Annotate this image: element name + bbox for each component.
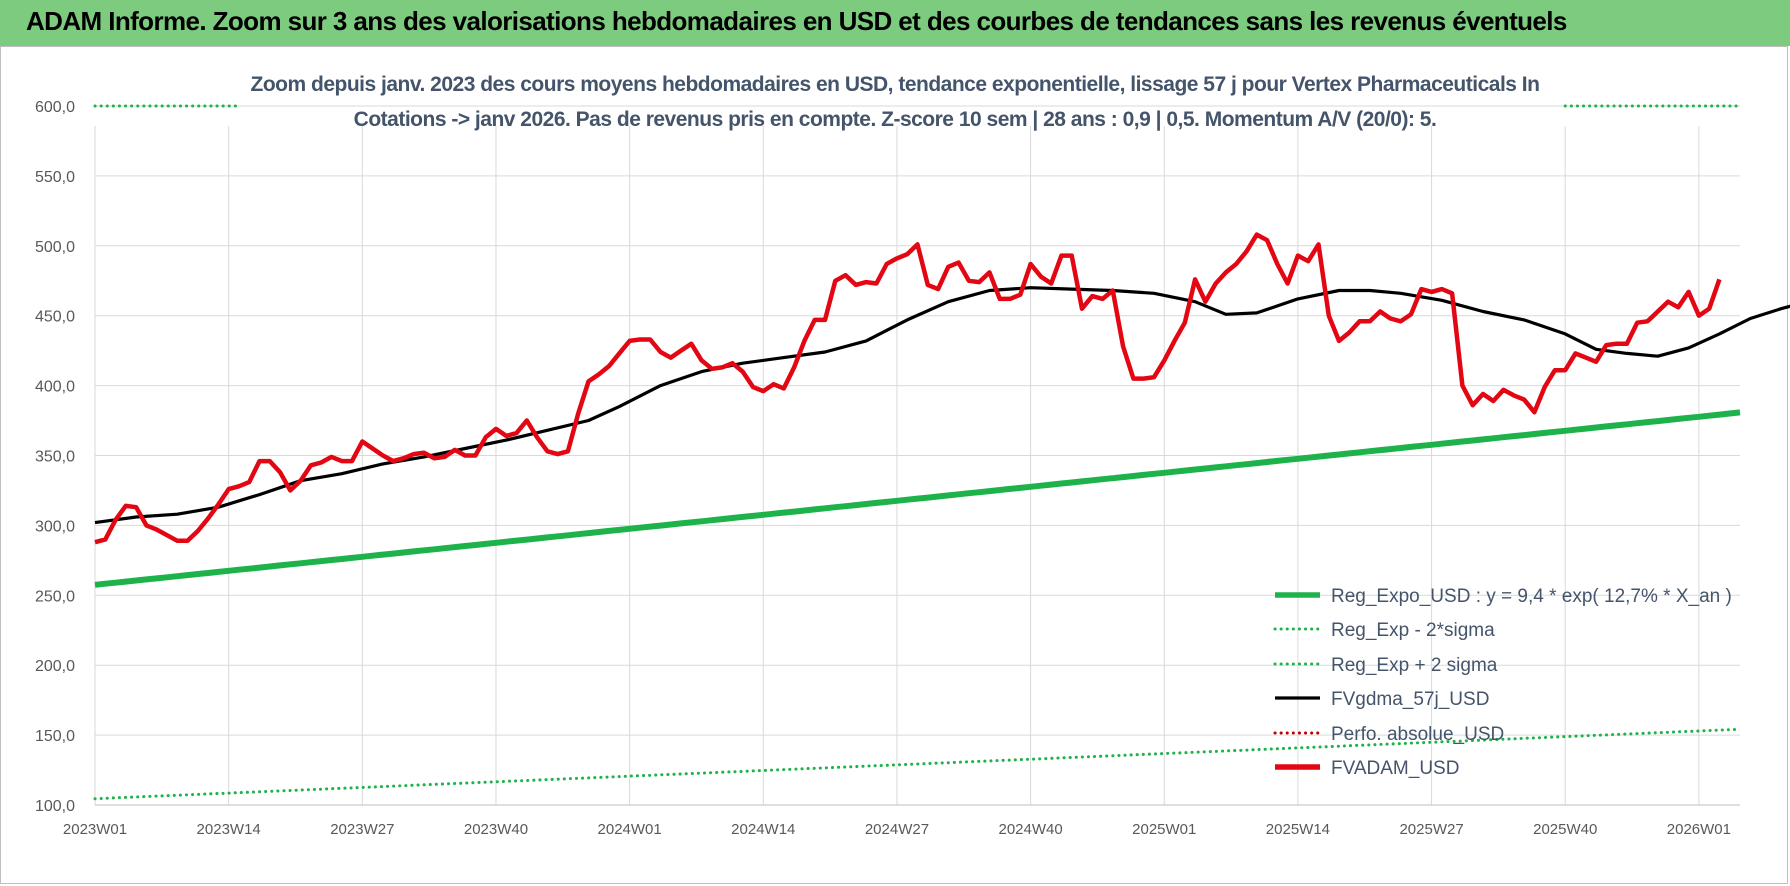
- x-tick-label: 2023W14: [197, 821, 261, 838]
- y-tick-label: 600,0: [35, 99, 75, 116]
- y-tick-label: 250,0: [35, 588, 75, 605]
- y-tick-label: 450,0: [35, 309, 75, 326]
- chart-title-line-2: Cotations -> janv 2026. Pas de revenus p…: [353, 108, 1437, 131]
- legend-label: Reg_Exp - 2*sigma: [1331, 620, 1495, 641]
- grid-lines: [94, 105, 1740, 806]
- legend-label: FVgdma_57j_USD: [1331, 689, 1489, 710]
- legend-label: Reg_Expo_USD : y = 9,4 * exp( 12,7% * X_…: [1331, 586, 1732, 607]
- y-tick-label: 500,0: [35, 239, 75, 256]
- x-tick-label: 2024W01: [598, 821, 662, 838]
- y-tick-label: 200,0: [35, 658, 75, 675]
- legend-label: FVADAM_USD: [1331, 758, 1459, 779]
- series-reg-exp-minus-2sigma: [93, 727, 1742, 801]
- y-tick-label: 550,0: [35, 169, 75, 186]
- series-fvadam-usd: [94, 232, 1722, 545]
- x-tick-label: 2024W40: [998, 821, 1062, 838]
- y-tick-label: 350,0: [35, 449, 75, 466]
- y-tick-label: 400,0: [35, 379, 75, 396]
- y-tick-label: 300,0: [35, 518, 75, 535]
- x-tick-label: 2023W01: [63, 821, 127, 838]
- y-tick-label: 100,0: [35, 798, 75, 815]
- x-tick-label: 2024W27: [865, 821, 929, 838]
- header-banner: ADAM Informe. Zoom sur 3 ans des valoris…: [0, 0, 1790, 46]
- y-axis-ticks: 100,0 150,0 200,0 250,0 300,0 350,0 400,0 450,0…: [35, 99, 75, 815]
- series-reg-expo-usd: [94, 409, 1741, 588]
- x-tick-label: 2025W14: [1266, 821, 1330, 838]
- x-tick-label: 2023W27: [330, 821, 394, 838]
- page-title: ADAM Informe. Zoom sur 3 ans des valoris…: [26, 6, 1567, 36]
- chart-title-line-1: Zoom depuis janv. 2023 des cours moyens …: [250, 73, 1540, 96]
- x-tick-label: 2025W40: [1533, 821, 1597, 838]
- chart-frame: [0, 46, 1788, 884]
- y-tick-label: 150,0: [35, 728, 75, 745]
- x-tick-label: 2026W01: [1667, 821, 1731, 838]
- x-tick-label: 2023W40: [464, 821, 528, 838]
- chart-series: [93, 104, 1790, 801]
- x-tick-label: 2024W14: [731, 821, 795, 838]
- x-axis-ticks: 2023W01 2023W14 2023W27 2023W40 2024W01 2024W…: [63, 821, 1731, 838]
- legend-label: Reg_Exp + 2 sigma: [1331, 655, 1498, 676]
- legend-label: Perfo. absolue_USD: [1331, 724, 1504, 745]
- x-tick-label: 2025W01: [1132, 821, 1196, 838]
- chart-legend: Reg_Expo_USD : y = 9,4 * exp( 12,7% * X_…: [1273, 586, 1732, 779]
- x-tick-label: 2025W27: [1399, 821, 1463, 838]
